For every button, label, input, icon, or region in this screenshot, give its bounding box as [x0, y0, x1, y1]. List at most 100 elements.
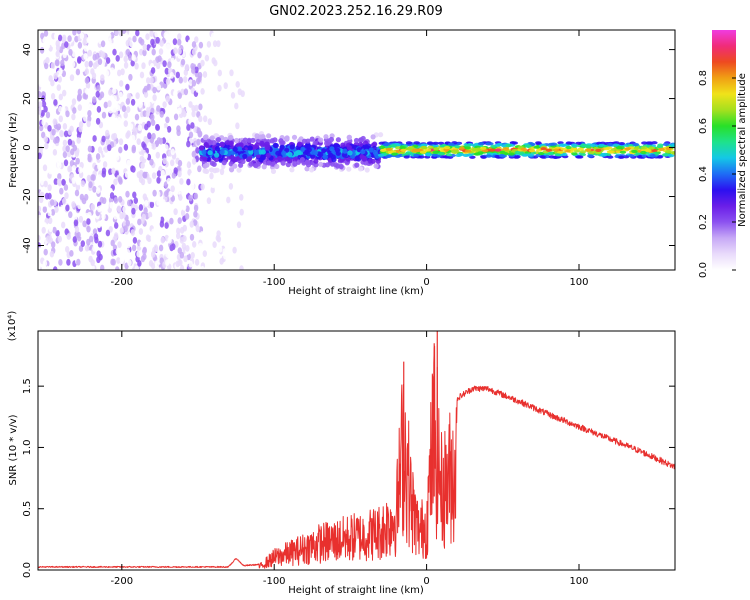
spectrogram-cell	[158, 244, 164, 252]
spectrogram-cell	[232, 156, 239, 162]
spectrogram-cell	[62, 145, 67, 153]
spectrogram-cell	[464, 146, 471, 150]
spectrogram-cell	[164, 67, 169, 75]
spectrogram-cell	[45, 42, 51, 49]
spectrogram-cell	[113, 178, 118, 186]
spectrogram-cell	[112, 95, 117, 102]
spectrogram-ytick-label: 40	[22, 43, 33, 56]
spectrogram-cell	[229, 54, 235, 62]
spectrogram-cell	[191, 110, 196, 118]
spectrogram-cell	[207, 69, 212, 77]
spectrogram-cell	[172, 140, 178, 147]
spectrogram-cell	[318, 161, 324, 167]
spectrogram-cell	[115, 104, 121, 112]
spectrogram-cell	[382, 143, 390, 147]
snr-ytick-label: 0.5	[22, 501, 33, 517]
spectrogram-cell	[77, 41, 83, 49]
spectrogram-cell	[84, 193, 89, 201]
spectrogram-cell	[236, 167, 242, 173]
spectrogram-cell	[115, 55, 120, 62]
spectrogram-cell	[62, 151, 68, 159]
spectrogram-cell	[141, 141, 146, 149]
spectrogram-cell	[118, 91, 123, 99]
spectrogram-cell	[163, 127, 168, 135]
spectrogram-cell	[291, 134, 298, 140]
spectrogram-cell	[368, 147, 374, 153]
spectrogram-cell	[258, 134, 264, 140]
spectrogram-cell	[149, 30, 154, 37]
spectrogram-cell	[328, 136, 334, 143]
spectrogram-cell	[540, 147, 547, 151]
spectrogram-cell	[69, 250, 74, 257]
spectrogram-cell	[97, 163, 102, 171]
spectrogram-cell	[184, 213, 190, 220]
spectrogram-cell	[104, 70, 110, 77]
spectrogram-cell	[357, 166, 364, 172]
spectrogram-cell	[130, 134, 136, 142]
spectrogram-cell	[171, 227, 176, 235]
spectrogram-cell	[105, 57, 111, 64]
spectrogram-cell	[213, 59, 218, 67]
spectrogram-cell	[159, 180, 165, 188]
spectrogram-cell	[579, 150, 587, 154]
spectrogram-cell	[292, 156, 298, 162]
spectrogram-cell	[137, 218, 142, 226]
spectrogram-cell	[49, 141, 54, 149]
spectrogram-cell	[172, 31, 178, 38]
spectrogram-cell	[100, 40, 106, 48]
spectrogram-cell	[140, 30, 145, 36]
spectrogram-cell	[91, 174, 96, 182]
spectrogram-cell	[200, 59, 205, 67]
spectrogram-cell	[82, 92, 87, 100]
spectrogram-cell	[413, 153, 420, 157]
spectrogram-cell	[156, 170, 162, 178]
spectrogram-cell	[177, 107, 182, 115]
spectrogram-cell	[340, 142, 346, 148]
snr-panel: -200 -100 0 100 0.0 0.5 1.0 1.5 Height of strai…	[7, 311, 676, 596]
spectrogram-cell	[226, 196, 231, 204]
spectrogram-cell	[346, 134, 352, 140]
spectrogram-cell	[118, 196, 123, 203]
spectrogram-cell	[111, 113, 116, 121]
spectrogram-cell	[645, 149, 652, 153]
spectrogram-cell	[186, 140, 191, 148]
spectrogram-cell	[147, 132, 152, 140]
spectrogram-cell	[194, 66, 199, 74]
spectrogram-cell	[457, 152, 465, 157]
spectrogram-cell	[102, 161, 108, 168]
spectrogram-cell	[521, 153, 528, 157]
spectrogram-cell	[233, 137, 240, 144]
spectrogram-cell	[261, 164, 267, 170]
spectrogram-cell	[194, 118, 199, 126]
spectrogram-cell	[193, 192, 199, 200]
spectrogram-cell	[195, 77, 201, 85]
spectrogram-cell	[48, 148, 53, 156]
spectrogram-cell	[113, 212, 118, 220]
spectrogram-cell	[224, 140, 230, 146]
spectrogram-cell	[121, 105, 127, 113]
spectrogram-cell	[67, 35, 72, 42]
spectrogram-cell	[176, 204, 181, 211]
spectrogram-cell	[305, 138, 311, 144]
spectrogram-cell	[182, 203, 187, 211]
spectrogram-cell	[130, 178, 135, 185]
spectrogram-ytick-label: 20	[22, 92, 33, 105]
spectrogram-cell	[162, 157, 167, 165]
spectrogram-cell	[589, 143, 596, 147]
spectrogram-cell	[202, 163, 208, 169]
spectrogram-cell	[137, 101, 143, 109]
spectrogram-cell	[43, 180, 48, 188]
spectrogram-cell	[165, 95, 170, 103]
spectrogram-cell	[224, 103, 229, 111]
spectrogram-cell	[149, 158, 154, 166]
spectrogram-xlabel: Height of straight line (km)	[288, 286, 424, 297]
spectrogram-cell	[136, 171, 141, 179]
spectrogram-cell	[155, 225, 161, 233]
spectrogram-cell	[57, 248, 62, 256]
spectrogram-cell	[342, 148, 348, 154]
spectrogram-cell	[40, 191, 45, 199]
spectrogram-cell	[499, 150, 506, 154]
spectrogram-cell	[131, 146, 136, 154]
spectrogram-cell	[147, 211, 153, 219]
spectrogram-cell	[90, 120, 95, 127]
